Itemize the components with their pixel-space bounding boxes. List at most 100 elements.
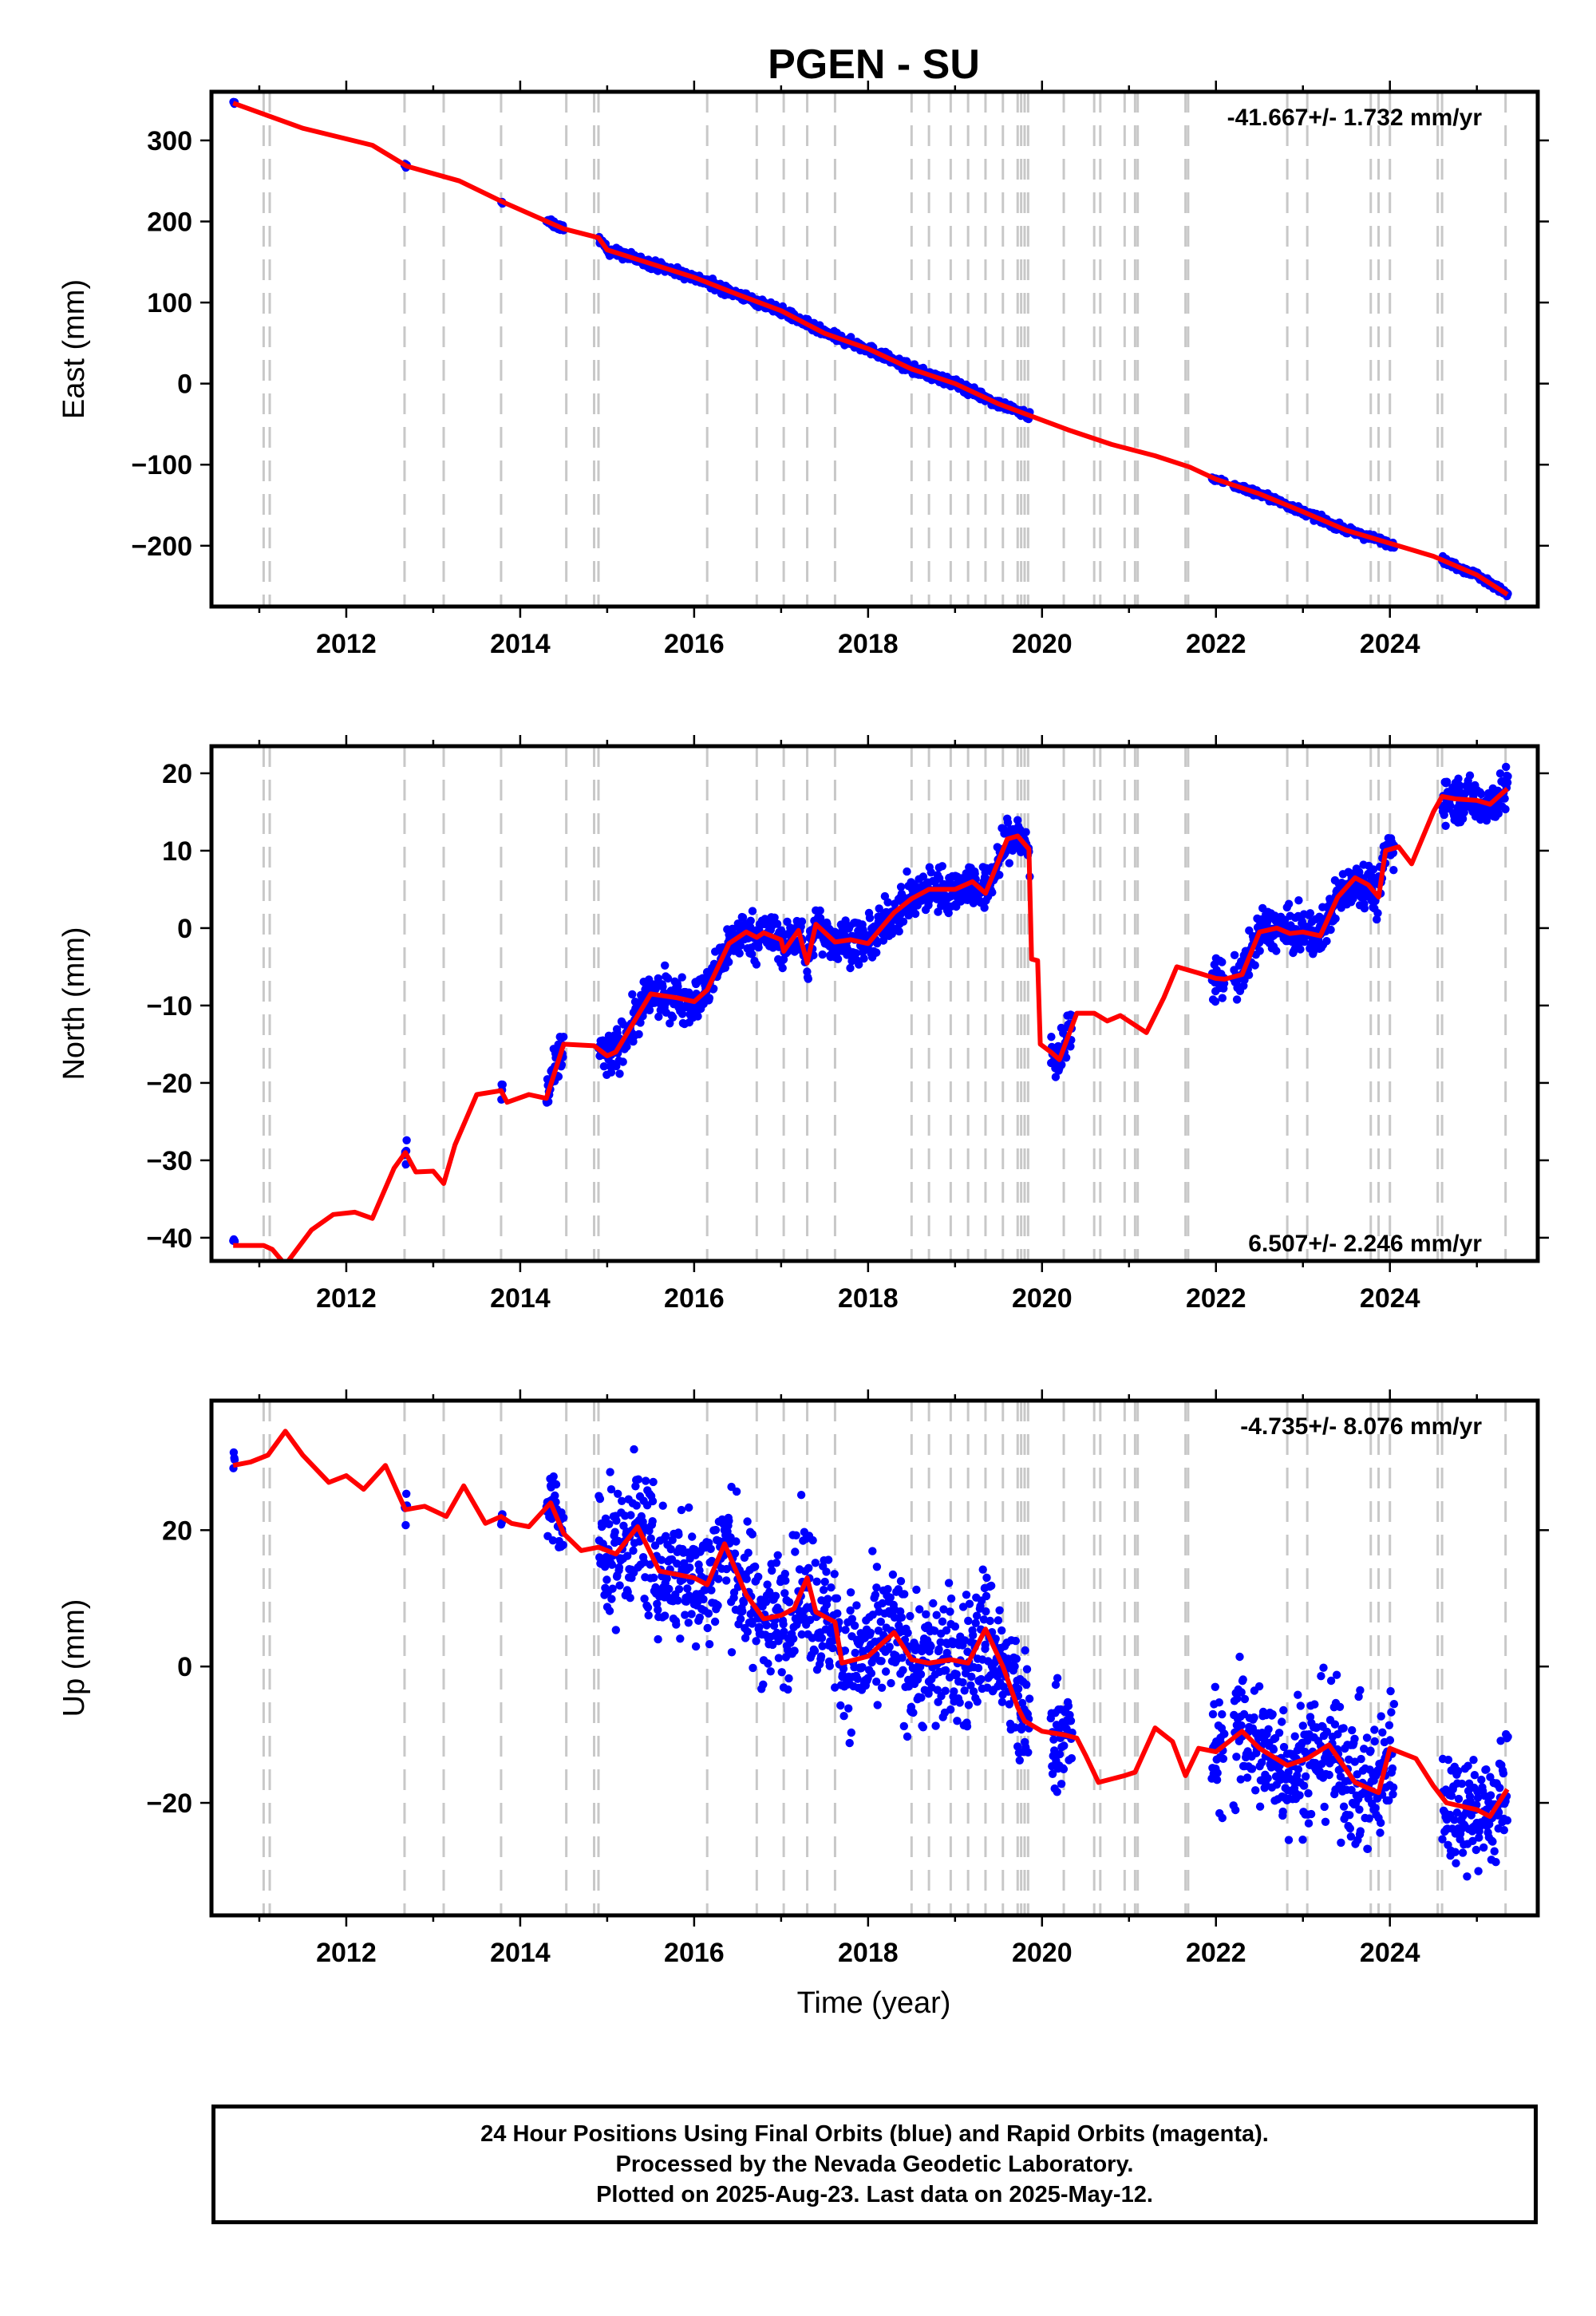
observation-point — [730, 1549, 740, 1558]
observation-point — [903, 867, 911, 876]
observation-point — [819, 1586, 828, 1595]
observation-point — [1057, 1060, 1066, 1069]
observation-point — [960, 1636, 970, 1645]
y-tick-label: −40 — [146, 1223, 192, 1254]
observation-point — [674, 1530, 683, 1539]
chart-title: PGEN - SU — [768, 41, 980, 88]
observation-point — [851, 949, 861, 958]
observation-point — [648, 1496, 658, 1506]
observation-point — [611, 1626, 620, 1634]
observation-point — [1049, 1735, 1058, 1744]
observation-point — [559, 1540, 567, 1550]
observation-point — [1440, 810, 1448, 820]
footer-note: 24 Hour Positions Using Final Orbits (bl… — [211, 2105, 1538, 2224]
observation-point — [986, 1616, 994, 1626]
observation-point — [662, 1531, 670, 1541]
observation-point — [939, 1605, 948, 1614]
observation-point — [888, 1570, 898, 1579]
x-tick-label: 2018 — [838, 1283, 899, 1314]
observation-point — [995, 871, 1004, 879]
up-frame — [209, 1398, 1540, 1918]
observation-point — [1389, 1783, 1398, 1792]
observation-point — [938, 1617, 947, 1626]
observation-point — [896, 883, 906, 891]
observation-point — [1337, 1838, 1345, 1848]
observation-point — [663, 974, 673, 983]
observation-point — [605, 1607, 614, 1615]
observation-point — [559, 1513, 568, 1523]
observation-point — [1463, 1872, 1472, 1881]
observation-point — [743, 1517, 752, 1526]
observation-point — [944, 1579, 954, 1587]
east-panel: 2012 2014 2016 2018 2020 2022 20243002001000−1… — [57, 81, 1549, 659]
y-tick-label: 20 — [162, 759, 192, 789]
observation-point — [1362, 1733, 1372, 1742]
observation-point — [1389, 1700, 1399, 1709]
y-tick-label: 10 — [162, 836, 192, 867]
observation-point — [871, 1591, 880, 1599]
observation-point — [1213, 1769, 1222, 1777]
observation-point — [804, 1563, 813, 1573]
observation-point — [946, 1705, 955, 1714]
observation-point — [938, 862, 947, 871]
observation-point — [830, 1570, 839, 1579]
observation-point — [1257, 1758, 1266, 1767]
observation-point — [649, 1477, 658, 1487]
observation-point — [1503, 1733, 1512, 1741]
observation-point — [887, 1678, 895, 1688]
observation-point — [634, 1030, 643, 1039]
observation-point — [912, 1585, 921, 1595]
observation-point — [693, 1012, 702, 1021]
observation-point — [873, 939, 882, 948]
observation-point — [1441, 821, 1450, 831]
observation-point — [402, 1489, 411, 1499]
observation-point — [1051, 1073, 1061, 1081]
observation-point — [946, 1594, 956, 1603]
observation-point — [994, 1616, 1003, 1625]
observation-point — [640, 1595, 649, 1603]
observation-point — [685, 1503, 693, 1512]
observation-point — [595, 1494, 605, 1504]
observation-point — [942, 1666, 950, 1675]
observation-point — [1208, 1709, 1218, 1719]
observation-point — [1373, 909, 1382, 918]
observation-point — [607, 1595, 616, 1603]
observation-point — [1024, 1748, 1033, 1757]
observation-point — [684, 1618, 693, 1627]
observation-point — [1377, 1818, 1385, 1828]
observation-point — [1454, 1767, 1463, 1776]
observation-point — [608, 1584, 617, 1593]
observation-point — [988, 888, 997, 897]
observation-point — [972, 1611, 982, 1620]
observation-point — [865, 914, 875, 923]
observation-point — [654, 1012, 663, 1022]
observation-point — [695, 1613, 704, 1622]
observation-point — [654, 1606, 662, 1614]
observation-point — [1345, 1811, 1354, 1820]
observation-point — [895, 1621, 903, 1630]
up-rate-label: -4.735+/- 8.076 mm/yr — [1240, 1413, 1482, 1440]
observation-point — [606, 1485, 616, 1494]
observation-point — [1347, 1785, 1356, 1795]
observation-point — [1303, 1736, 1312, 1745]
observation-point — [980, 903, 989, 912]
observation-point — [958, 1678, 967, 1687]
observation-point — [710, 1617, 720, 1626]
observation-point — [766, 1667, 775, 1676]
observation-point — [926, 868, 936, 877]
observation-point — [1211, 997, 1220, 1006]
observation-point — [962, 1591, 971, 1599]
observation-point — [998, 1626, 1006, 1635]
observation-point — [605, 1520, 614, 1529]
x-tick-label: 2016 — [664, 1283, 725, 1314]
observation-point — [1015, 1756, 1025, 1765]
observation-point — [883, 1585, 892, 1594]
observation-point — [886, 1593, 895, 1602]
observation-point — [971, 1618, 980, 1628]
observation-point — [732, 1537, 741, 1546]
y-tick-label: 0 — [177, 1652, 192, 1682]
east-y-axis-title: East (mm) — [57, 279, 91, 419]
observation-point — [1306, 909, 1315, 918]
observation-point — [918, 1723, 928, 1732]
